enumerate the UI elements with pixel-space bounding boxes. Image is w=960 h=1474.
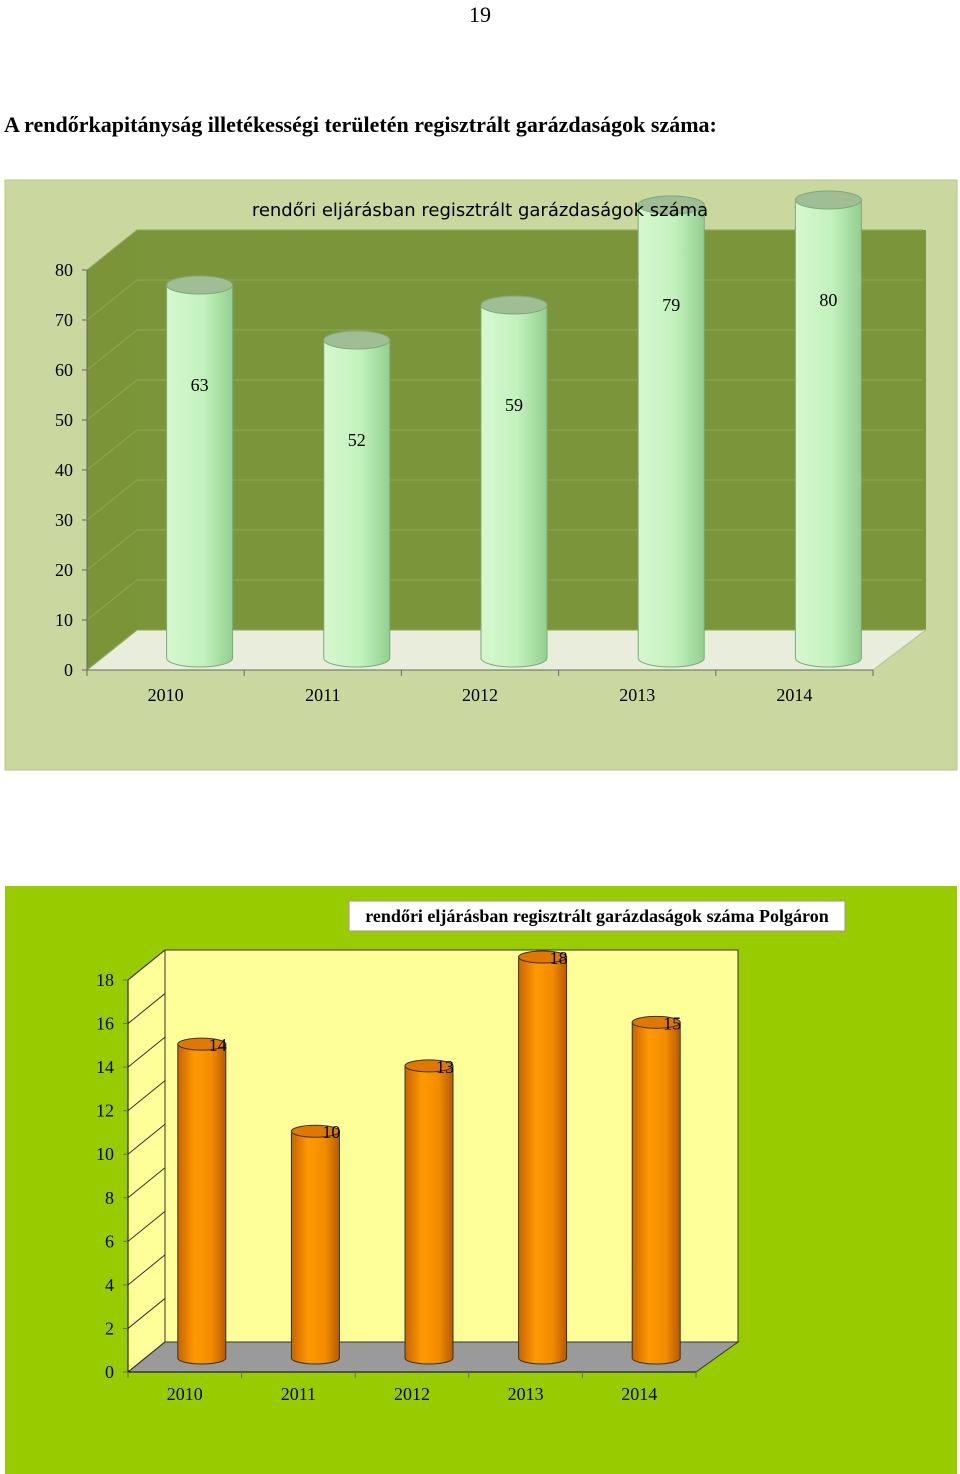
gridline <box>127 1167 166 1199</box>
chart2-floor <box>126 1341 740 1373</box>
gridline <box>127 1254 166 1286</box>
bar-2011 <box>290 1124 340 1365</box>
bar-2010 <box>177 1037 227 1365</box>
y-tick-label: 4 <box>105 1275 114 1295</box>
y-tick-label: 30 <box>55 510 73 530</box>
x-tick-label: 2012 <box>394 1384 430 1404</box>
gridline <box>127 993 166 1024</box>
bar-2014 <box>631 1015 681 1365</box>
bar-2012 <box>404 1059 454 1365</box>
y-tick-label: 16 <box>96 1014 114 1034</box>
bar-top <box>637 195 705 215</box>
y-tick-label: 70 <box>55 310 73 330</box>
y-tick-label: 12 <box>96 1101 114 1121</box>
data-label: 10 <box>322 1122 340 1142</box>
bar-2012 <box>480 295 548 668</box>
bar-body <box>794 199 862 668</box>
bar-body <box>480 304 548 668</box>
y-tick-label: 18 <box>96 970 114 990</box>
y-tick-label: 80 <box>55 260 73 280</box>
bar-body <box>177 1043 227 1365</box>
x-tick-label: 2013 <box>508 1384 544 1404</box>
x-tick-label: 2014 <box>776 685 812 705</box>
y-tick-label: 2 <box>105 1318 114 1338</box>
bar-body <box>290 1130 340 1365</box>
gridline <box>127 1210 166 1242</box>
y-tick-label: 20 <box>55 560 73 580</box>
data-label: 13 <box>436 1057 454 1077</box>
x-tick-label: 2014 <box>621 1384 657 1404</box>
chart-garazdasagok-kapitanysag: 0 10 20 30 40 50 60 70 80 2010 2011 2012 2013 2014 6… <box>4 179 958 771</box>
bar-body <box>166 284 234 668</box>
chart2-back-wall <box>164 949 739 1343</box>
bar-top <box>518 950 568 964</box>
gridline <box>127 1123 166 1155</box>
bar-body <box>518 956 568 1365</box>
x-tick-label: 2012 <box>462 685 498 705</box>
data-label: 59 <box>505 395 523 415</box>
bar-body <box>323 339 391 668</box>
bar-body <box>631 1021 681 1365</box>
gridline <box>127 1080 166 1112</box>
gridline <box>127 949 166 981</box>
data-label: 79 <box>662 295 680 315</box>
bar-2011 <box>323 330 391 668</box>
data-label: 80 <box>819 290 837 310</box>
bar-top <box>631 1015 681 1029</box>
bar-top <box>177 1037 227 1051</box>
data-label: 63 <box>191 375 209 395</box>
bar-2013 <box>518 950 568 1365</box>
chart2-title: rendőri eljárásban regisztrált garázdasá… <box>365 906 828 926</box>
gridline <box>127 1298 166 1329</box>
data-label: 15 <box>663 1013 681 1033</box>
gridline <box>127 1341 166 1373</box>
chart2-title-box <box>348 900 846 932</box>
x-tick-label: 2010 <box>148 685 184 705</box>
y-tick-label: 0 <box>105 1362 114 1382</box>
data-label: 14 <box>209 1035 227 1055</box>
bar-body <box>404 1065 454 1365</box>
y-tick-label: 0 <box>64 660 73 680</box>
y-tick-label: 40 <box>55 460 73 480</box>
bar-2010 <box>166 275 234 668</box>
y-tick-label: 50 <box>55 410 73 430</box>
chart2-background <box>5 886 957 1474</box>
bar-top <box>404 1059 454 1073</box>
data-label: 18 <box>550 948 568 968</box>
bar-2014 <box>794 190 862 668</box>
bar-top <box>480 295 548 315</box>
bar-2013 <box>637 195 705 668</box>
x-tick-label: 2011 <box>281 1384 316 1404</box>
y-tick-label: 10 <box>96 1144 114 1164</box>
data-label: 52 <box>348 430 366 450</box>
y-tick-label: 8 <box>105 1188 114 1208</box>
y-tick-label: 60 <box>55 360 73 380</box>
bar-top <box>166 275 234 295</box>
chart1-title: rendőri eljárásban regisztrált garázdasá… <box>252 200 708 221</box>
y-tick-label: 6 <box>105 1231 114 1251</box>
y-tick-label: 14 <box>96 1057 114 1077</box>
bar-top <box>323 330 391 350</box>
x-tick-label: 2011 <box>305 685 340 705</box>
page-number: 19 <box>469 2 491 27</box>
x-tick-label: 2013 <box>619 685 655 705</box>
gridline <box>127 1036 166 1068</box>
chart2-side-wall <box>127 948 166 1374</box>
page-heading: A rendőrkapitányság illetékességi terüle… <box>4 112 717 137</box>
bar-top <box>290 1124 340 1138</box>
bar-top <box>794 190 862 210</box>
x-tick-label: 2010 <box>167 1384 203 1404</box>
y-tick-label: 10 <box>55 610 73 630</box>
bar-body <box>637 204 705 668</box>
